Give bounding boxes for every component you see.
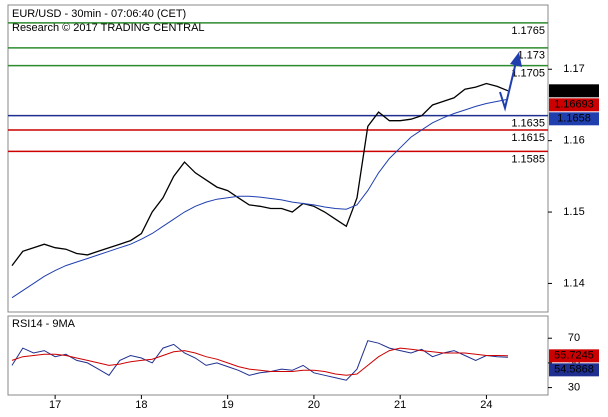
y-tick-label: 30: [568, 382, 580, 394]
level-label: 1.1705: [511, 68, 545, 80]
series-line: [11, 347, 509, 376]
rsi-title: RSI14 - 9MA: [12, 318, 76, 330]
price-label: 1.1658: [557, 113, 591, 125]
main-frame: [7, 4, 549, 313]
level-label: 1.1635: [511, 118, 545, 130]
level-label: 1.173: [517, 50, 545, 62]
level-label: 1.1615: [511, 132, 545, 144]
level-label: 1.1585: [511, 153, 545, 165]
x-tick-label: 24: [480, 399, 492, 411]
price-label: 1.16693: [554, 99, 594, 111]
x-tick-label: 19: [222, 399, 234, 411]
y-tick-label: 1.17: [563, 63, 584, 75]
price-label-box: [549, 349, 599, 363]
series-line: [11, 98, 509, 299]
series-line: [11, 340, 509, 381]
chart-title: EUR/USD - 30min - 07:06:40 (CET): [12, 8, 186, 20]
y-tick-label: 70: [568, 332, 580, 344]
price-label-box: [549, 84, 599, 98]
y-tick-label: 1.16: [563, 135, 584, 147]
price-label-box: [549, 98, 599, 112]
price-label-box: [549, 112, 599, 126]
price-label: 54.5868: [554, 364, 594, 376]
x-tick-label: 17: [49, 399, 61, 411]
price-label: 55.7245: [554, 350, 594, 362]
series-line: [11, 82, 509, 266]
rsi-frame: [7, 315, 549, 396]
chart-subtitle: Research © 2017 TRADING CENTRAL: [12, 22, 205, 34]
x-tick-label: 21: [394, 399, 406, 411]
y-tick-label: 1.14: [563, 277, 584, 289]
price-label: 1.16698: [554, 85, 594, 97]
forecast-arrow: [499, 52, 522, 112]
level-label: 1.1765: [511, 25, 545, 37]
price-label-box: [549, 363, 599, 377]
x-tick-label: 20: [308, 399, 320, 411]
y-tick-label: 1.15: [563, 206, 584, 218]
x-tick-label: 18: [135, 399, 147, 411]
